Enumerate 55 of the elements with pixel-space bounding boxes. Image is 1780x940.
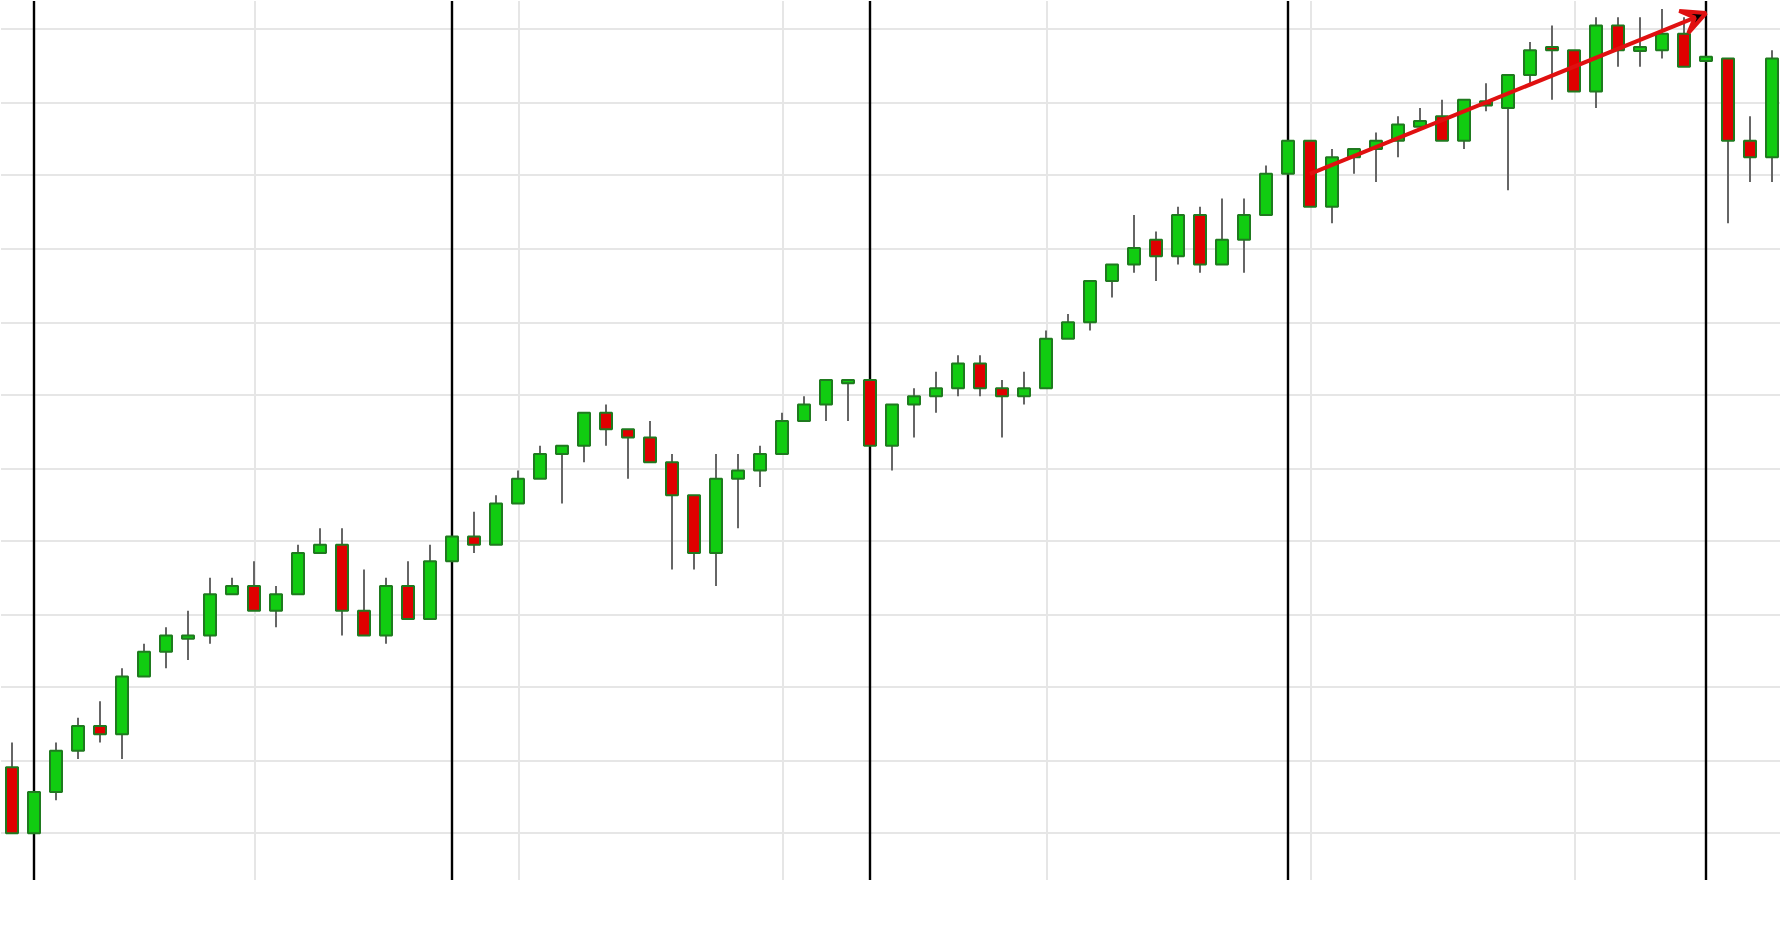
candlestick xyxy=(1633,16,1647,68)
candlestick xyxy=(159,626,173,670)
candlestick xyxy=(973,354,987,398)
candlestick xyxy=(577,411,591,464)
candlestick xyxy=(269,584,283,629)
candlestick xyxy=(181,609,195,662)
candlestick xyxy=(1149,230,1163,282)
candlestick xyxy=(1259,164,1273,217)
candlestick xyxy=(291,543,305,596)
candlestick xyxy=(203,576,217,645)
candlestick xyxy=(1127,214,1141,274)
candlestick xyxy=(1523,40,1537,85)
candlestick xyxy=(93,700,107,744)
candlestick xyxy=(357,568,371,637)
candlestick xyxy=(753,444,767,489)
candlestick xyxy=(1017,370,1031,406)
candlestick xyxy=(1215,197,1229,266)
candlestick xyxy=(71,716,85,761)
candlestick xyxy=(445,535,459,563)
candlestick xyxy=(929,370,943,414)
candlestick xyxy=(797,395,811,423)
candlestick xyxy=(511,469,525,505)
candlestick xyxy=(643,420,657,464)
candlestick xyxy=(247,560,261,612)
candlestick xyxy=(599,403,613,447)
candlestick xyxy=(313,527,327,554)
candlestick xyxy=(819,378,833,423)
candlestick xyxy=(885,403,899,472)
candlestick xyxy=(1743,115,1757,184)
candlestick xyxy=(489,494,503,546)
candlestick xyxy=(1171,205,1185,266)
candlestick xyxy=(1545,24,1559,101)
candlestick xyxy=(1237,197,1251,274)
candlestick xyxy=(401,560,415,620)
candlestick xyxy=(907,387,921,439)
candlestick xyxy=(1655,7,1669,60)
candlestick xyxy=(621,428,635,480)
candlestick xyxy=(775,411,789,456)
candlestick xyxy=(1061,312,1075,340)
candlestick xyxy=(951,354,965,398)
candlestick xyxy=(1083,279,1097,332)
candlestick xyxy=(841,378,855,423)
candlestick xyxy=(1281,139,1295,175)
candlestick xyxy=(533,444,547,480)
candlestick xyxy=(1677,16,1691,68)
candlestick xyxy=(555,444,569,505)
candlestick xyxy=(27,790,41,835)
candlestick xyxy=(1457,98,1471,151)
candlestick xyxy=(137,642,151,678)
candlestick xyxy=(1105,263,1119,299)
candlestick xyxy=(49,741,63,802)
candlestick xyxy=(995,378,1009,439)
candlestick xyxy=(731,453,745,530)
candlestick xyxy=(467,510,481,554)
candlestick xyxy=(665,453,679,571)
